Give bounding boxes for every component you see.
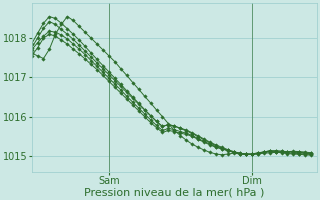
X-axis label: Pression niveau de la mer( hPa ): Pression niveau de la mer( hPa ): [84, 187, 265, 197]
